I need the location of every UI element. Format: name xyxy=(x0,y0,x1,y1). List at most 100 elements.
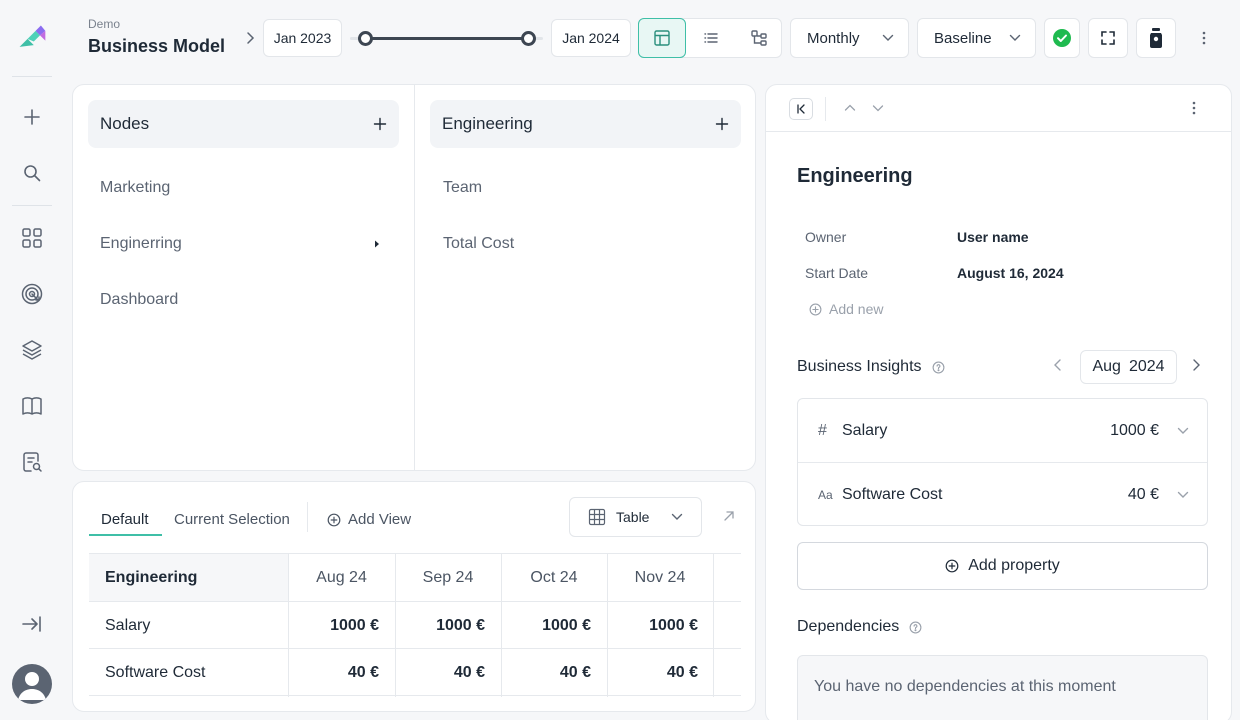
list-view-button[interactable] xyxy=(687,19,735,57)
table-row-label: Software Cost xyxy=(105,663,206,681)
chevron-down-icon xyxy=(1177,427,1189,435)
table-col-divider xyxy=(501,554,502,697)
collapse-right-icon xyxy=(796,104,806,114)
insights-month-picker[interactable]: Aug 2024 xyxy=(1080,350,1177,384)
table-cell[interactable]: 40 € xyxy=(453,663,485,681)
chevron-left-icon[interactable] xyxy=(1053,358,1063,372)
table-row-divider xyxy=(89,648,741,649)
more-options-icon[interactable] xyxy=(1192,101,1196,115)
child-item-total-cost[interactable]: Total Cost xyxy=(443,235,514,253)
check-circle-icon xyxy=(1052,28,1072,48)
node-item-engineering[interactable]: Enginerring xyxy=(100,235,380,253)
node-item-marketing[interactable]: Marketing xyxy=(100,179,170,197)
table-cell[interactable]: 1000 € xyxy=(542,616,591,634)
add-icon[interactable] xyxy=(16,101,48,133)
child-item-team[interactable]: Team xyxy=(443,179,482,197)
help-icon[interactable] xyxy=(909,621,922,634)
table-bottom-border xyxy=(89,695,741,696)
table-cell[interactable]: 40 € xyxy=(559,663,591,681)
tab-current-selection[interactable]: Current Selection xyxy=(174,511,290,528)
tab-default[interactable]: Default xyxy=(101,511,149,528)
period-dropdown[interactable]: Monthly xyxy=(790,18,909,58)
chevron-down-icon[interactable] xyxy=(872,103,884,113)
toolbar-bottom-border xyxy=(766,131,1231,132)
table-view-button[interactable] xyxy=(638,18,686,58)
node-label: Enginerring xyxy=(100,235,182,252)
app-logo-icon[interactable] xyxy=(16,22,48,54)
active-tab-indicator xyxy=(89,534,162,536)
table-cell[interactable]: 1000 € xyxy=(330,616,379,634)
table-col-divider xyxy=(288,554,289,697)
table-row-header: Engineering xyxy=(105,568,198,586)
metric-row[interactable]: # Salary 1000 € xyxy=(798,399,1207,462)
avatar[interactable] xyxy=(12,664,52,704)
scenario-dropdown[interactable]: Baseline xyxy=(917,18,1036,58)
owner-value[interactable]: User name xyxy=(957,229,1029,245)
table-top-border xyxy=(89,553,741,554)
add-view-label: Add View xyxy=(348,511,412,528)
table-cell[interactable]: 1000 € xyxy=(649,616,698,634)
document-search-icon[interactable] xyxy=(16,446,48,478)
table-cell[interactable]: 40 € xyxy=(666,663,698,681)
expand-arrow-icon[interactable] xyxy=(722,509,736,523)
table-column-header: Nov 24 xyxy=(634,568,686,586)
add-new-property-link[interactable]: Add new xyxy=(809,301,883,317)
caret-right-icon xyxy=(374,240,380,248)
add-child-icon[interactable] xyxy=(715,117,729,131)
fullscreen-icon xyxy=(1100,30,1116,46)
slider-range-fill xyxy=(365,37,528,40)
table-cell[interactable]: 1000 € xyxy=(436,616,485,634)
graph-view-button[interactable] xyxy=(735,19,783,57)
chevron-right-icon[interactable] xyxy=(1191,358,1201,372)
metric-row[interactable]: Aa Software Cost 40 € xyxy=(798,463,1207,526)
collapse-sidebar-icon[interactable] xyxy=(16,608,48,640)
dependencies-label: Dependencies xyxy=(797,618,900,635)
insights-metrics-list: # Salary 1000 € Aa Software Cost 40 € xyxy=(797,398,1208,526)
chevron-down-icon xyxy=(882,34,894,42)
view-type-label: Table xyxy=(616,509,650,525)
date-range-slider[interactable] xyxy=(350,26,543,50)
sidebar xyxy=(0,0,64,720)
plus-circle-icon xyxy=(327,513,341,527)
more-options-icon[interactable] xyxy=(1194,28,1214,48)
target-icon[interactable] xyxy=(16,278,48,310)
slider-end-handle[interactable] xyxy=(520,31,536,46)
export-button[interactable] xyxy=(1136,18,1176,58)
list-icon xyxy=(703,31,719,45)
grid-icon[interactable] xyxy=(16,222,48,254)
dependencies-heading: Dependencies xyxy=(797,618,922,636)
add-node-icon[interactable] xyxy=(373,117,387,131)
chevron-up-icon[interactable] xyxy=(844,103,856,113)
plus-circle-icon xyxy=(809,303,822,316)
book-icon[interactable] xyxy=(16,390,48,422)
view-type-dropdown[interactable]: Table xyxy=(569,497,702,537)
search-icon[interactable] xyxy=(16,157,48,189)
add-view-button[interactable]: Add View xyxy=(327,511,411,528)
details-title: Engineering xyxy=(797,165,913,187)
fullscreen-button[interactable] xyxy=(1088,18,1128,58)
metric-value: 1000 € xyxy=(1110,421,1159,439)
end-date-button[interactable]: Jan 2024 xyxy=(551,19,631,57)
chevron-down-icon xyxy=(1009,34,1021,42)
nodes-header-label: Nodes xyxy=(100,114,150,133)
status-button[interactable] xyxy=(1044,18,1080,58)
nodes-panel: Nodes Marketing Enginerring Dashboard En… xyxy=(72,84,756,471)
slider-start-handle[interactable] xyxy=(357,31,373,46)
collapse-panel-button[interactable] xyxy=(789,98,813,120)
sidebar-divider xyxy=(12,76,52,77)
layers-icon[interactable] xyxy=(16,334,48,366)
table-col-divider xyxy=(607,554,608,697)
table-cell[interactable]: 40 € xyxy=(347,663,379,681)
node-item-dashboard[interactable]: Dashboard xyxy=(100,291,178,309)
help-icon[interactable] xyxy=(932,361,945,374)
start-date-button[interactable]: Jan 2023 xyxy=(263,19,342,57)
plus-circle-icon xyxy=(945,559,959,573)
node-label: Dashboard xyxy=(100,291,179,308)
period-label: Monthly xyxy=(807,29,860,47)
add-property-button[interactable]: Add property xyxy=(797,542,1208,590)
toolbar-divider xyxy=(825,97,826,121)
start-date-value[interactable]: August 16, 2024 xyxy=(957,265,1064,281)
start-date-label: Jan 2023 xyxy=(273,30,332,46)
view-switcher xyxy=(638,18,782,58)
insights-year: 2024 xyxy=(1128,358,1165,375)
